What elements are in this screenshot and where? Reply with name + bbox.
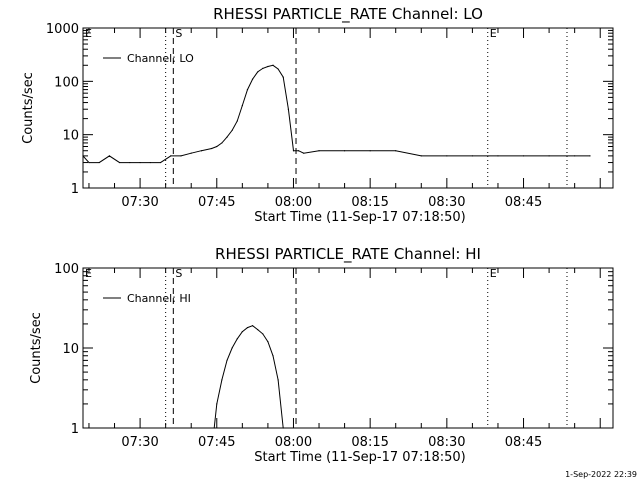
- x-tick-label: 07:30: [121, 195, 158, 210]
- data-point: [231, 347, 233, 349]
- footer-stamp: 1-Sep-2022 22:39: [565, 470, 637, 479]
- data-point: [216, 145, 218, 148]
- data-point: [267, 341, 269, 343]
- data-point: [211, 147, 213, 150]
- legend-label: Channel: LO: [127, 52, 194, 65]
- x-axis-label: Start Time (11-Sep-17 07:18:50): [254, 210, 465, 225]
- x-axis-label: Start Time (11-Sep-17 07:18:50): [254, 450, 465, 465]
- chart-title: RHESSI PARTICLE_RATE Channel: LO: [213, 5, 483, 24]
- data-point: [522, 155, 525, 157]
- data-point: [277, 68, 279, 70]
- data-point: [446, 155, 448, 157]
- y-tick-label: 10: [62, 342, 79, 357]
- x-tick-label: 08:30: [428, 195, 465, 210]
- data-point: [297, 150, 300, 152]
- data-point: [231, 129, 233, 132]
- data-point: [159, 161, 162, 164]
- data-point: [272, 64, 274, 66]
- data-point: [257, 71, 259, 73]
- data-point: [190, 152, 192, 154]
- interval-marker-label: E: [85, 267, 92, 280]
- y-axis-label: Counts/sec: [29, 312, 44, 384]
- data-point: [471, 155, 474, 157]
- data-point: [251, 78, 254, 80]
- data-point: [129, 161, 131, 164]
- x-tick-label: 08:45: [505, 195, 542, 210]
- data-point: [241, 331, 243, 333]
- series-line: [82, 64, 590, 164]
- data-point: [257, 328, 259, 331]
- x-tick-label: 08:45: [505, 435, 542, 450]
- y-tick-label: 10: [62, 129, 79, 144]
- chart-panel-2: RHESSI PARTICLE_RATE Channel: HI 1 10 100 07…: [29, 245, 614, 465]
- x-tick-label: 07:30: [121, 435, 158, 450]
- data-point: [236, 338, 238, 340]
- data-point: [272, 355, 274, 357]
- chart-panel-1: RHESSI PARTICLE_RATE Channel: LO 1 10 100 10…: [21, 5, 614, 225]
- interval-marker-label: E: [490, 27, 497, 40]
- data-point: [98, 161, 100, 164]
- y-tick-label: 1: [71, 182, 79, 197]
- data-point: [497, 155, 499, 157]
- data-point: [246, 88, 249, 91]
- x-tick-label: 07:45: [198, 195, 235, 210]
- data-point: [226, 136, 228, 138]
- x-tick-label: 08:00: [275, 195, 312, 210]
- data-point: [221, 142, 223, 144]
- data-point: [589, 155, 591, 157]
- data-point: [369, 150, 371, 152]
- data-point: [246, 326, 249, 329]
- x-tick-label: 08:15: [351, 435, 388, 450]
- interval-marker-label: S: [175, 27, 182, 40]
- data-point: [277, 379, 279, 381]
- data-point: [262, 333, 264, 335]
- y-axis-label: Counts/sec: [21, 72, 36, 144]
- data-point: [282, 76, 284, 78]
- y-tick-label: 1: [71, 422, 79, 437]
- x-tick-label: 07:45: [198, 435, 235, 450]
- data-point: [108, 155, 111, 157]
- data-point: [548, 155, 550, 157]
- data-point: [200, 150, 203, 152]
- data-point: [262, 67, 264, 69]
- data-point: [170, 155, 172, 157]
- data-point: [303, 152, 305, 154]
- y-tick-label: 100: [54, 75, 79, 90]
- data-point: [267, 65, 269, 68]
- data-point: [88, 161, 90, 164]
- data-point: [149, 161, 151, 164]
- data-point: [287, 108, 289, 110]
- data-point: [318, 150, 320, 152]
- x-tick-label: 08:30: [428, 435, 465, 450]
- data-point: [241, 105, 243, 107]
- x-tick-label: 08:00: [275, 435, 312, 450]
- data-point: [216, 403, 218, 405]
- data-point: [420, 155, 422, 157]
- chart-title: RHESSI PARTICLE_RATE Channel: HI: [215, 245, 481, 264]
- interval-marker-label: E: [490, 267, 497, 280]
- data-point: [251, 325, 254, 327]
- data-point: [236, 120, 238, 122]
- interval-marker-label: E: [85, 27, 92, 40]
- data-point: [292, 150, 295, 152]
- data-point: [180, 155, 182, 157]
- data-point: [213, 427, 215, 429]
- legend-label: Channel: HI: [127, 292, 191, 305]
- x-tick-label: 08:15: [351, 195, 388, 210]
- data-point: [343, 150, 346, 152]
- y-tick-label: 1000: [46, 22, 79, 37]
- data-point: [282, 427, 284, 429]
- data-point: [395, 150, 397, 152]
- series-line: [213, 325, 284, 429]
- data-point: [139, 161, 141, 164]
- data-point: [226, 359, 228, 361]
- data-point: [574, 155, 576, 157]
- data-point: [221, 379, 223, 381]
- y-tick-label: 100: [54, 262, 79, 277]
- data-point: [82, 155, 84, 157]
- interval-marker-label: S: [175, 267, 182, 280]
- data-point: [119, 161, 121, 164]
